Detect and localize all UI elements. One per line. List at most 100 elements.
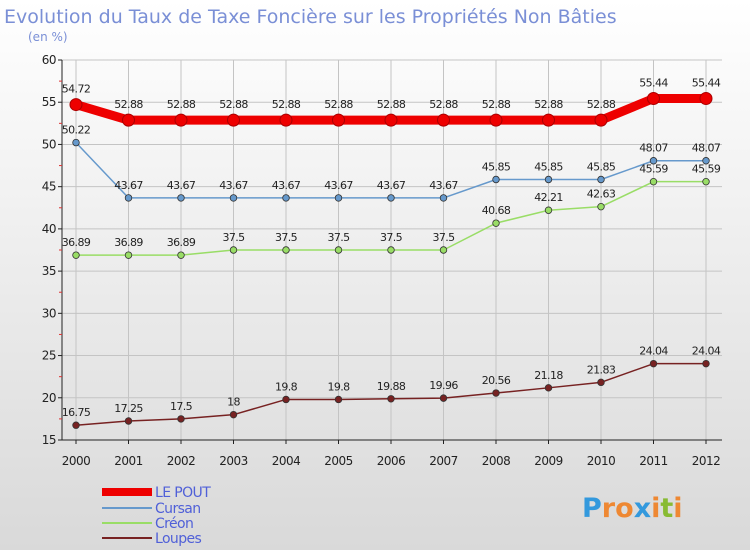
logo-letter: P bbox=[582, 493, 602, 524]
x-tick-label: 2002 bbox=[167, 454, 196, 468]
y-tick-label: 60 bbox=[42, 53, 56, 67]
data-point bbox=[124, 251, 133, 259]
legend-label: LE POUT bbox=[155, 485, 211, 501]
data-point bbox=[492, 219, 500, 227]
data-label: 42.63 bbox=[587, 188, 616, 201]
data-label: 19.88 bbox=[377, 380, 406, 393]
data-label: 42.21 bbox=[534, 191, 563, 204]
data-label: 43.67 bbox=[114, 179, 143, 192]
data-label: 43.67 bbox=[272, 179, 301, 192]
data-label: 45.85 bbox=[534, 160, 563, 173]
logo-letter: t bbox=[660, 493, 673, 524]
data-point bbox=[174, 113, 188, 127]
data-point bbox=[649, 157, 658, 165]
y-tick-label: 15 bbox=[42, 433, 56, 447]
data-point bbox=[229, 194, 238, 202]
data-point bbox=[699, 92, 713, 106]
data-point bbox=[282, 395, 290, 404]
data-label: 19.96 bbox=[429, 379, 458, 392]
x-tick-label: 2005 bbox=[324, 454, 353, 468]
y-tick-label: 25 bbox=[42, 349, 56, 363]
data-point bbox=[597, 175, 605, 184]
data-point bbox=[647, 92, 660, 106]
data-point bbox=[177, 194, 185, 202]
data-label: 20.56 bbox=[482, 374, 511, 387]
data-point bbox=[177, 251, 185, 259]
y-tick-labels: 15 20 25 30 35 40 45 50 55 60 bbox=[42, 53, 62, 447]
data-point bbox=[492, 175, 500, 184]
data-label: 50.22 bbox=[62, 124, 91, 137]
data-point bbox=[702, 177, 710, 186]
data-labels: 16.75 17.25 17.5 18 19.8 19.8 19.88 19.96 20.56 2… bbox=[62, 77, 722, 420]
data-label: 52.88 bbox=[534, 98, 563, 111]
data-label: 37.5 bbox=[432, 231, 455, 244]
x-tick-label: 2007 bbox=[429, 454, 458, 468]
x-tick-label: 2004 bbox=[272, 454, 301, 468]
data-point bbox=[124, 417, 133, 425]
logo-letter: i bbox=[651, 493, 660, 524]
proxiti-logo: Proxiti bbox=[582, 493, 683, 524]
data-label: 52.88 bbox=[482, 98, 511, 111]
data-label: 24.04 bbox=[639, 345, 668, 358]
x-tick-label: 2010 bbox=[587, 454, 616, 468]
data-label: 43.67 bbox=[167, 179, 196, 192]
data-point bbox=[702, 157, 710, 165]
data-label: 37.5 bbox=[275, 231, 298, 244]
chart-subtitle: (en %) bbox=[28, 30, 68, 44]
logo-letter: x bbox=[634, 493, 651, 524]
y-tick-label: 50 bbox=[42, 137, 56, 151]
data-point bbox=[544, 384, 553, 392]
x-tick-label: 2008 bbox=[482, 454, 511, 468]
data-point bbox=[544, 175, 553, 184]
data-point bbox=[489, 113, 503, 127]
series-points bbox=[69, 92, 713, 429]
data-label: 24.04 bbox=[692, 345, 721, 358]
logo-letter: r bbox=[602, 493, 616, 524]
data-point bbox=[334, 246, 343, 254]
data-label: 52.88 bbox=[587, 98, 616, 111]
data-label: 43.67 bbox=[324, 179, 353, 192]
data-label: 52.88 bbox=[324, 98, 353, 111]
data-point bbox=[72, 251, 80, 259]
data-label: 52.88 bbox=[167, 98, 196, 111]
data-point bbox=[542, 113, 555, 127]
data-label: 55.44 bbox=[639, 77, 668, 90]
data-label: 40.68 bbox=[482, 204, 511, 217]
x-tick-label: 2003 bbox=[219, 454, 248, 468]
data-point bbox=[597, 378, 605, 387]
data-label: 45.59 bbox=[692, 163, 721, 176]
data-point bbox=[279, 113, 293, 127]
data-point bbox=[387, 395, 395, 403]
x-tick-label: 2012 bbox=[692, 454, 721, 468]
data-label: 17.25 bbox=[114, 402, 143, 415]
data-label: 37.5 bbox=[380, 231, 403, 244]
data-point bbox=[334, 194, 343, 202]
data-label: 19.8 bbox=[275, 380, 298, 393]
data-point bbox=[334, 395, 343, 404]
data-label: 16.75 bbox=[62, 406, 91, 419]
data-point bbox=[124, 194, 133, 202]
data-label: 48.07 bbox=[639, 142, 668, 155]
data-label: 52.88 bbox=[219, 98, 248, 111]
y-tick-label: 30 bbox=[42, 306, 56, 320]
data-point bbox=[492, 389, 500, 397]
y-tick-label: 35 bbox=[42, 264, 56, 278]
data-label: 18 bbox=[227, 396, 240, 409]
data-label: 43.67 bbox=[219, 179, 248, 192]
y-tick-label: 40 bbox=[42, 222, 56, 236]
data-point bbox=[384, 113, 398, 127]
data-point bbox=[649, 359, 658, 368]
data-point bbox=[332, 113, 345, 127]
data-point bbox=[439, 194, 448, 202]
data-label: 37.5 bbox=[222, 231, 245, 244]
data-point bbox=[229, 246, 238, 254]
data-point bbox=[387, 246, 395, 254]
data-point bbox=[439, 394, 448, 402]
data-label: 45.85 bbox=[587, 160, 616, 173]
data-label: 52.88 bbox=[272, 98, 301, 111]
data-label: 52.88 bbox=[114, 98, 143, 111]
data-label: 45.85 bbox=[482, 160, 511, 173]
